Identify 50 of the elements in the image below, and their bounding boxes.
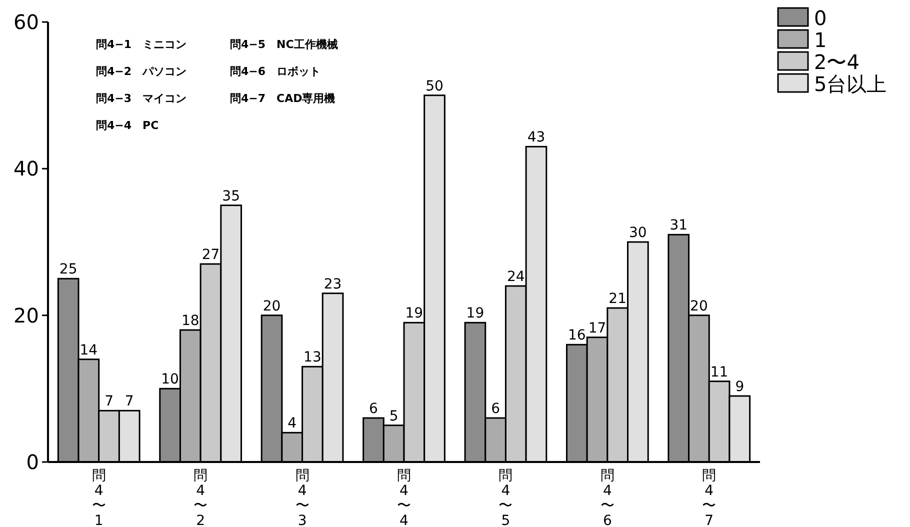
data-label: 20 <box>262 298 281 314</box>
data-label: 27 <box>202 247 220 263</box>
y-tick-label: 60 <box>14 10 39 34</box>
data-label: 35 <box>222 188 240 204</box>
data-label: 10 <box>161 372 179 388</box>
x-tick-label: 問4〜3 <box>295 468 310 527</box>
annotation: 問4−3 マイコン <box>96 92 187 105</box>
data-label: 17 <box>588 320 606 336</box>
data-label: 7 <box>124 394 134 410</box>
data-label: 50 <box>426 78 444 94</box>
annotation: 問4−2 パソコン <box>96 65 187 78</box>
annotation: 問4−5 NC工作機械 <box>230 38 338 51</box>
legend-label: 0 <box>814 6 827 30</box>
x-tick-label: 問4〜7 <box>702 468 716 527</box>
data-label: 5 <box>389 408 398 424</box>
data-label: 19 <box>466 306 484 322</box>
data-label: 13 <box>304 350 322 366</box>
y-tick-label: 40 <box>14 156 39 181</box>
data-label: 21 <box>608 291 627 307</box>
data-label: 43 <box>527 130 546 146</box>
data-label: 6 <box>491 401 500 417</box>
data-label: 24 <box>506 269 525 285</box>
y-tick-label: 20 <box>14 303 39 328</box>
annotation: 問4−7 CAD専用機 <box>230 92 336 105</box>
data-label: 7 <box>104 394 114 410</box>
data-label: 14 <box>80 342 98 358</box>
x-tick-label: 問4〜4 <box>397 468 411 527</box>
legend-label: 1 <box>814 28 827 52</box>
x-tick-label: 問4〜6 <box>600 468 614 527</box>
data-label: 19 <box>405 306 424 322</box>
annotation: 問4−6 ロボット <box>230 65 321 78</box>
x-tick-label: 問4〜5 <box>498 468 513 527</box>
data-label: 23 <box>324 276 342 292</box>
data-label: 18 <box>181 313 200 329</box>
data-label: 11 <box>710 364 728 380</box>
data-label: 30 <box>629 225 647 241</box>
annotation: 問4−4 PC <box>96 119 159 132</box>
annotation: 問4−1 ミニコン <box>96 38 187 51</box>
data-label: 16 <box>568 328 586 344</box>
data-label: 9 <box>735 379 744 395</box>
data-label: 25 <box>59 262 78 278</box>
legend-label: 5台以上 <box>814 72 887 96</box>
x-tick-label: 問4〜1 <box>92 468 106 527</box>
data-label: 6 <box>369 401 378 417</box>
data-label: 31 <box>670 218 688 234</box>
legend-label: 2〜4 <box>814 50 860 74</box>
data-label: 4 <box>288 416 297 432</box>
x-tick-label: 問4〜2 <box>194 468 208 527</box>
y-tick-label: 0 <box>26 450 39 474</box>
data-label: 20 <box>690 298 708 314</box>
